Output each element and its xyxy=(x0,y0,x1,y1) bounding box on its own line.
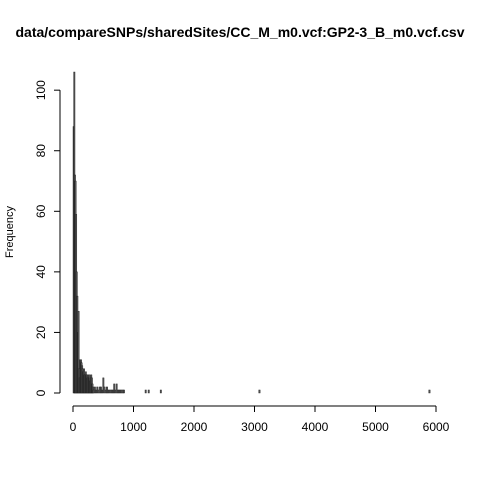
histogram-bar xyxy=(147,389,150,394)
histogram-bar xyxy=(113,383,116,394)
x-tick-label: 1000 xyxy=(120,420,147,434)
x-tick-label: 2000 xyxy=(181,420,208,434)
y-axis-label: Frequency xyxy=(4,206,16,258)
histogram-bar xyxy=(428,389,431,394)
histogram-bar xyxy=(102,377,105,394)
histogram-bar xyxy=(258,389,261,394)
x-tick-label: 0 xyxy=(70,420,77,434)
x-axis: 0 1000 2000 3000 4000 5000 6000 xyxy=(70,405,450,434)
x-tick-label: 3000 xyxy=(241,420,268,434)
y-tick-label: 60 xyxy=(34,204,48,218)
y-tick-label: 80 xyxy=(34,144,48,158)
y-tick-label: 0 xyxy=(34,389,48,396)
chart-title: data/compareSNPs/sharedSites/CC_M_m0.vcf… xyxy=(16,24,465,40)
y-axis: 0 20 40 60 80 100 xyxy=(34,80,61,396)
histogram-bar xyxy=(115,383,118,394)
histogram-bar xyxy=(123,389,125,394)
y-tick-label: 40 xyxy=(34,265,48,279)
x-tick-label: 5000 xyxy=(362,420,389,434)
x-tick-label: 6000 xyxy=(423,420,450,434)
histogram-bar xyxy=(144,389,147,394)
x-tick-label: 4000 xyxy=(302,420,329,434)
bars-group xyxy=(72,71,431,394)
y-tick-label: 100 xyxy=(34,80,48,100)
histogram-bar xyxy=(159,389,162,394)
y-tick-label: 20 xyxy=(34,325,48,339)
